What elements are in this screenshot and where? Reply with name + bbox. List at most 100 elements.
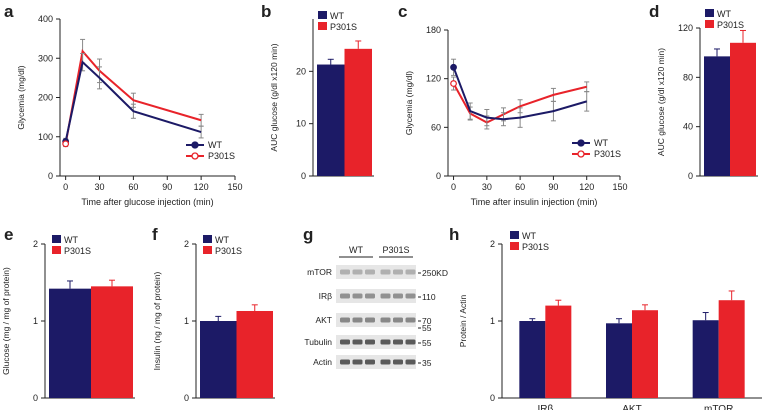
y-tick-label: 0 [436,171,441,181]
y-tick-label: 80 [683,72,693,82]
chart-a: 0 100 200 300 400 Glycemia (mg/dl) 0 30 60 90 120 1… [16,14,243,207]
y-tick-label: 10 [296,119,306,129]
legend-label: WT [717,9,731,19]
y-tick-label: 120 [678,23,693,33]
blot-band [352,269,363,275]
blot-strip [336,265,416,279]
western-blot: WT P301S mTOR 250KD IRβ 110 AKT 70 Tubulin 55 Acti… [304,245,448,369]
y-axis-label: AUC glucose (g/dl x120 min) [656,48,666,156]
y-tick-label: 20 [296,66,306,76]
blot-band [352,339,363,345]
y-tick-label: 40 [683,122,693,132]
blot-marker-label: 110 [422,292,436,302]
legend-label: WT [215,235,229,245]
bar-p301s [718,300,745,398]
blot-band [405,317,416,323]
blot-row-label: Tubulin [304,337,332,347]
legend-marker [191,141,199,149]
blot-band [405,359,416,365]
y-tick-label: 100 [38,132,53,142]
x-tick-label: 90 [162,182,172,192]
x-tick-label: 150 [227,182,242,192]
legend-swatch [510,231,519,239]
blot-band [380,339,391,345]
x-tick-label: 0 [63,182,68,192]
bar-wt [49,288,91,398]
y-tick-label: 2 [184,239,189,249]
y-tick-label: 1 [490,316,495,326]
y-axis-label: AUC glucose (g/dl x120 min) [269,43,279,151]
blot-group-label: P301S [382,245,409,255]
legend-marker [577,150,585,158]
bar-wt [317,64,345,176]
blot-band [393,317,403,323]
y-axis-label: Glycemia (mg/dl) [404,71,414,135]
panel-letter-b: b [261,2,271,21]
x-tick-label: 60 [515,182,525,192]
x-tick-label: 150 [612,182,627,192]
blot-band [380,269,391,275]
category-label: AKT [622,404,641,410]
legend-swatch [52,246,61,254]
legend-swatch [510,242,519,250]
blot-band [365,293,375,299]
y-tick-label: 300 [38,53,53,63]
bar-wt [519,321,546,398]
legend-marker [577,139,585,147]
blot-band [340,339,350,345]
y-tick-label: 1 [184,316,189,326]
blot-row-label: IRβ [319,291,333,301]
x-tick-label: 90 [548,182,558,192]
legend-swatch [318,22,327,30]
blot-row-label: Actin [313,357,332,367]
blot-strip [336,355,416,369]
panel-letter-e: e [4,225,13,244]
blot-band [393,269,403,275]
blot-row-label: mTOR [307,267,332,277]
bar-p301s [236,310,273,398]
blot-strip [336,313,416,327]
y-tick-label: 0 [301,171,306,181]
blot-band [340,293,350,299]
y-tick-label: 0 [48,171,53,181]
blot-marker-label: 250KD [422,268,448,278]
legend-label: P301S [64,246,91,256]
blot-group-label: WT [349,245,363,255]
bar-p301s [344,48,372,176]
y-tick-label: 120 [426,74,441,84]
panel-letter-a: a [4,2,14,21]
legend-label: WT [594,138,608,148]
legend-swatch [203,246,212,254]
y-tick-label: 200 [38,93,53,103]
bar-p301s [545,305,572,398]
y-axis-label: Protein / Actin [458,295,468,348]
panel-letter-f: f [152,225,158,244]
blot-marker-label: 70 [422,316,432,326]
blot-marker-label: 55 [422,323,432,333]
blot-row-label: AKT [315,315,332,325]
legend-swatch [52,235,61,243]
y-tick-label: 60 [431,122,441,132]
x-tick-label: 30 [482,182,492,192]
blot-band [405,339,416,345]
blot-band [393,339,403,345]
blot-marker-label: 35 [422,358,432,368]
blot-marker-label: 55 [422,338,432,348]
x-tick-label: 0 [451,182,456,192]
legend-marker [191,152,199,160]
bar-wt [200,321,237,398]
bar-wt [704,56,730,176]
panel-letter-c: c [398,2,407,21]
legend-label: WT [330,11,344,21]
x-axis-label: Time after insulin injection (min) [471,197,598,207]
blot-band [340,359,350,365]
blot-band [405,269,416,275]
x-tick-label: 120 [194,182,209,192]
data-point [450,80,457,87]
blot-band [380,317,391,323]
